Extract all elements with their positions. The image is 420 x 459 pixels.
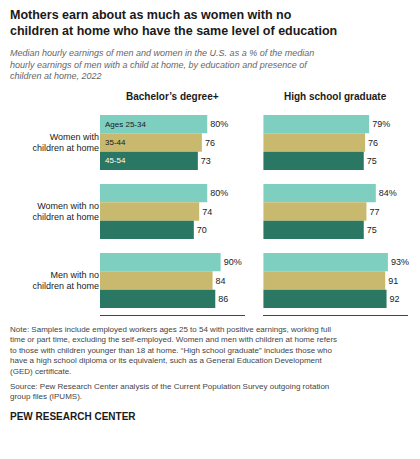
svg-text:76: 76 (205, 138, 215, 148)
svg-text:Women with nochildren at home: Women with nochildren at home (32, 201, 99, 223)
svg-text:70: 70 (197, 225, 207, 235)
svg-text:Note: Samples include employed: Note: Samples include employed workers a… (10, 325, 337, 376)
svg-text:80%: 80% (210, 188, 228, 198)
svg-text:High school graduate: High school graduate (284, 91, 387, 102)
svg-text:Source: Pew Research Center an: Source: Pew Research Center analysis of … (10, 382, 329, 401)
svg-text:75: 75 (367, 156, 377, 166)
svg-text:Median hourly earnings of men: Median hourly earnings of men and women … (10, 48, 314, 81)
svg-text:75: 75 (367, 225, 377, 235)
svg-text:79%: 79% (372, 119, 390, 129)
svg-text:PEW RESEARCH CENTER: PEW RESEARCH CENTER (10, 411, 136, 422)
svg-text:35-44: 35-44 (105, 138, 126, 147)
svg-text:80%: 80% (210, 119, 228, 129)
svg-text:92: 92 (390, 294, 400, 304)
svg-text:45-54: 45-54 (105, 156, 126, 165)
svg-text:Ages 25-34: Ages 25-34 (105, 120, 146, 129)
svg-text:Men with nochildren at home: Men with nochildren at home (32, 270, 99, 292)
svg-text:77: 77 (369, 207, 379, 217)
svg-text:84%: 84% (379, 188, 397, 198)
svg-text:76: 76 (368, 138, 378, 148)
svg-text:93%: 93% (391, 257, 409, 267)
svg-text:90%: 90% (224, 257, 242, 267)
svg-text:73: 73 (201, 156, 211, 166)
svg-text:Bachelor’s degree+: Bachelor’s degree+ (126, 91, 219, 102)
svg-text:84: 84 (216, 276, 226, 286)
svg-text:74: 74 (202, 207, 212, 217)
svg-text:Women withchildren at home: Women withchildren at home (32, 132, 99, 154)
svg-text:86: 86 (218, 294, 228, 304)
svg-text:Mothers earn about as much as: Mothers earn about as much as women with… (10, 8, 337, 38)
svg-text:91: 91 (388, 276, 398, 286)
